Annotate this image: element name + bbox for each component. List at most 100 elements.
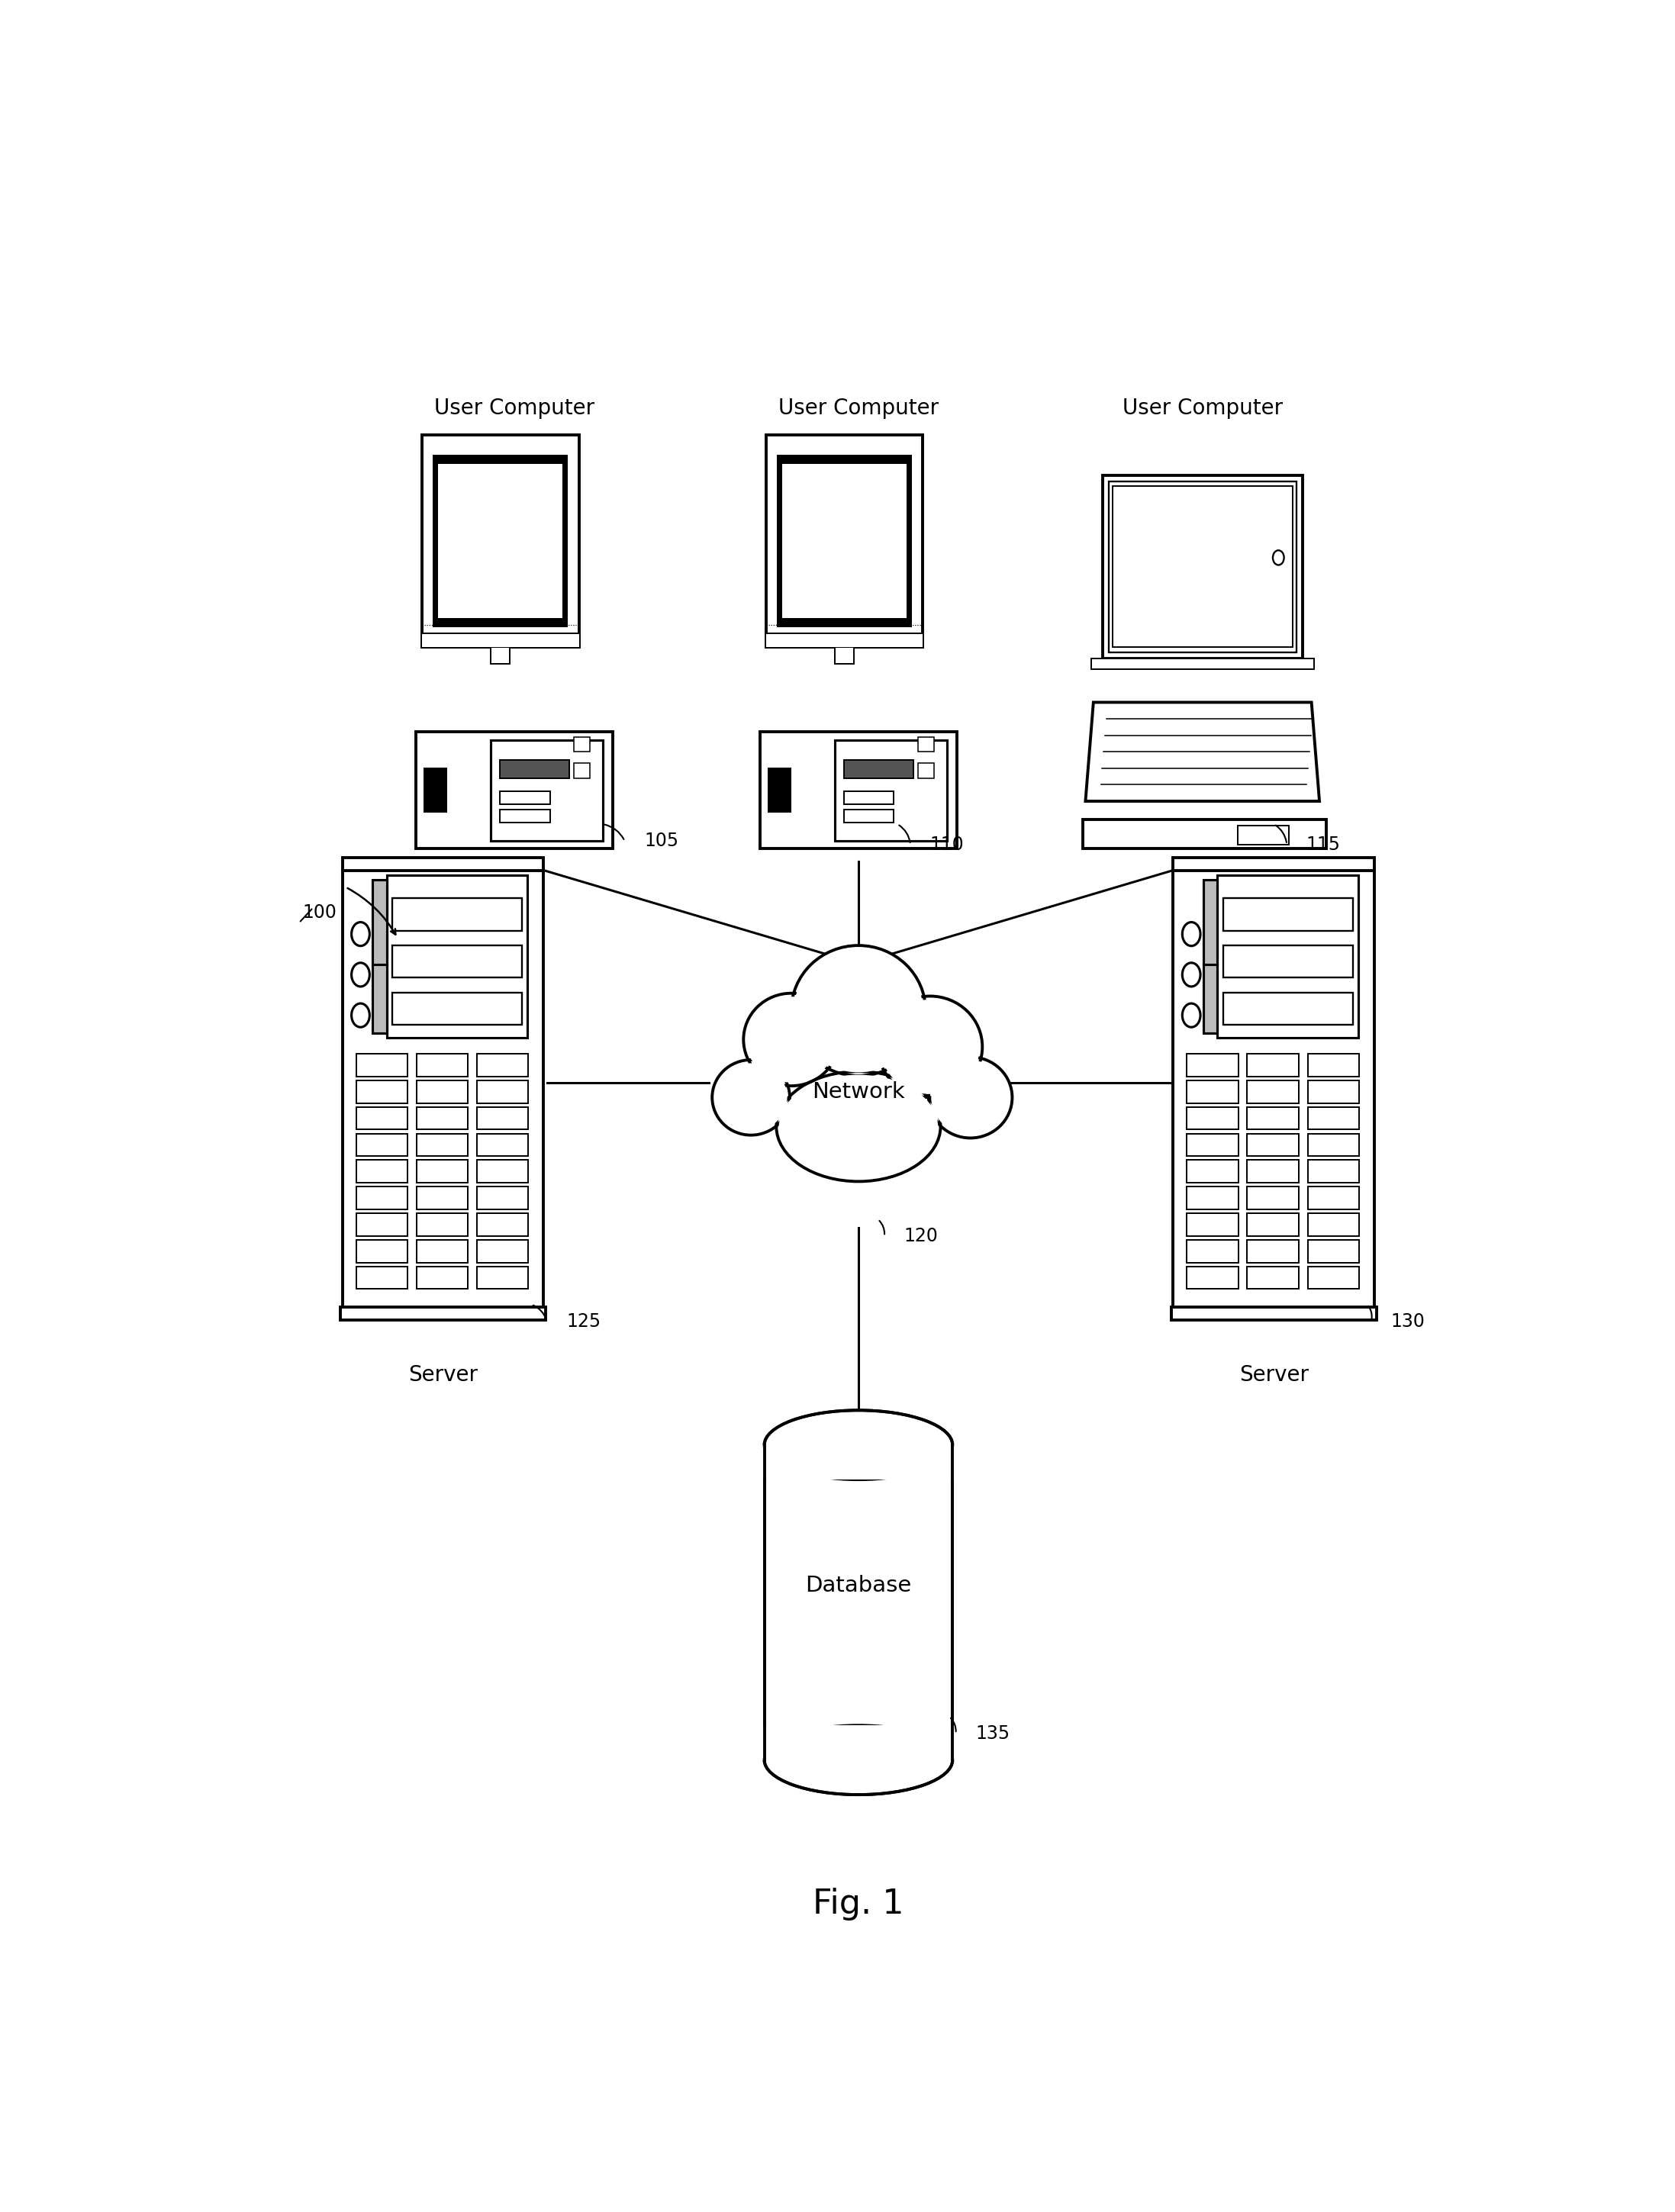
Bar — [575, 737, 590, 752]
Bar — [415, 732, 613, 849]
Ellipse shape — [794, 949, 923, 1073]
Ellipse shape — [744, 993, 839, 1086]
Bar — [1248, 1241, 1298, 1263]
Bar — [1188, 1241, 1238, 1263]
Bar — [1308, 1212, 1358, 1237]
Ellipse shape — [791, 945, 926, 1075]
Text: 100: 100 — [303, 902, 337, 922]
Text: Fig. 1: Fig. 1 — [812, 1887, 905, 1920]
Bar — [477, 1106, 528, 1130]
Bar — [1102, 476, 1303, 659]
Bar — [477, 1053, 528, 1077]
Bar — [1248, 1159, 1298, 1183]
Bar — [575, 763, 590, 779]
Bar — [1248, 1186, 1298, 1210]
Bar — [1308, 1053, 1358, 1077]
Bar — [1248, 1212, 1298, 1237]
Bar — [1203, 880, 1218, 1033]
Text: 120: 120 — [905, 1228, 938, 1245]
Bar — [1112, 487, 1293, 648]
Bar — [1109, 482, 1296, 653]
Bar — [477, 1212, 528, 1237]
Bar — [499, 792, 549, 805]
Bar — [477, 1241, 528, 1263]
Bar — [417, 1053, 467, 1077]
Bar — [417, 1133, 467, 1157]
Bar — [417, 1267, 467, 1290]
Ellipse shape — [776, 1071, 941, 1181]
Circle shape — [1183, 962, 1201, 987]
Text: Network: Network — [812, 1082, 905, 1102]
Bar — [1308, 1106, 1358, 1130]
Bar — [1248, 1053, 1298, 1077]
Bar — [1248, 1106, 1298, 1130]
Text: Database: Database — [806, 1575, 911, 1597]
Bar — [1248, 1079, 1298, 1104]
Circle shape — [352, 1004, 370, 1026]
Bar — [417, 1186, 467, 1210]
Text: 110: 110 — [930, 836, 965, 854]
Bar — [1218, 876, 1358, 1037]
Bar — [357, 1186, 407, 1210]
Bar — [477, 1079, 528, 1104]
Bar — [1084, 818, 1327, 849]
Bar — [1248, 1267, 1298, 1290]
Bar — [1188, 1133, 1238, 1157]
Bar — [417, 1241, 467, 1263]
Bar — [767, 768, 791, 812]
Bar — [357, 1133, 407, 1157]
Text: User Computer: User Computer — [1122, 398, 1283, 418]
Bar — [1188, 1186, 1238, 1210]
Bar — [1308, 1241, 1358, 1263]
Bar — [1238, 825, 1290, 845]
Bar — [477, 1186, 528, 1210]
Bar — [357, 1079, 407, 1104]
Polygon shape — [1085, 703, 1320, 801]
Bar — [764, 1444, 953, 1761]
Bar — [417, 1106, 467, 1130]
Bar — [424, 768, 447, 812]
Bar — [1188, 1106, 1238, 1130]
Bar — [432, 456, 568, 628]
Bar — [417, 1212, 467, 1237]
Bar — [342, 858, 544, 1310]
Bar — [1308, 1079, 1358, 1104]
Bar — [499, 810, 549, 823]
Bar — [918, 763, 933, 779]
Bar — [392, 993, 523, 1024]
Bar — [1223, 993, 1353, 1024]
Ellipse shape — [745, 998, 836, 1082]
Bar — [392, 898, 523, 931]
Bar — [477, 1267, 528, 1290]
Bar — [499, 761, 570, 779]
Ellipse shape — [931, 1060, 1010, 1135]
Bar — [1223, 898, 1353, 931]
Ellipse shape — [881, 1000, 980, 1095]
Bar — [918, 737, 933, 752]
Bar — [491, 739, 603, 841]
Bar — [1171, 1307, 1377, 1321]
Bar — [387, 876, 528, 1037]
Circle shape — [1183, 1004, 1201, 1026]
Bar — [782, 465, 906, 617]
Bar — [764, 1444, 953, 1480]
Bar — [422, 436, 580, 648]
Bar — [477, 1133, 528, 1157]
Bar — [777, 456, 911, 628]
Ellipse shape — [764, 1411, 953, 1480]
Bar — [357, 1053, 407, 1077]
Bar — [760, 732, 956, 849]
Ellipse shape — [878, 995, 982, 1097]
Bar — [1248, 1133, 1298, 1157]
Circle shape — [1273, 551, 1285, 564]
Bar — [844, 792, 894, 805]
Bar — [834, 648, 854, 664]
Bar — [844, 761, 913, 779]
Bar — [357, 1267, 407, 1290]
Bar — [1308, 1133, 1358, 1157]
Bar — [844, 810, 894, 823]
Bar — [372, 880, 387, 1033]
Text: 105: 105 — [645, 832, 678, 849]
Bar — [477, 1159, 528, 1183]
Text: 130: 130 — [1390, 1312, 1425, 1332]
